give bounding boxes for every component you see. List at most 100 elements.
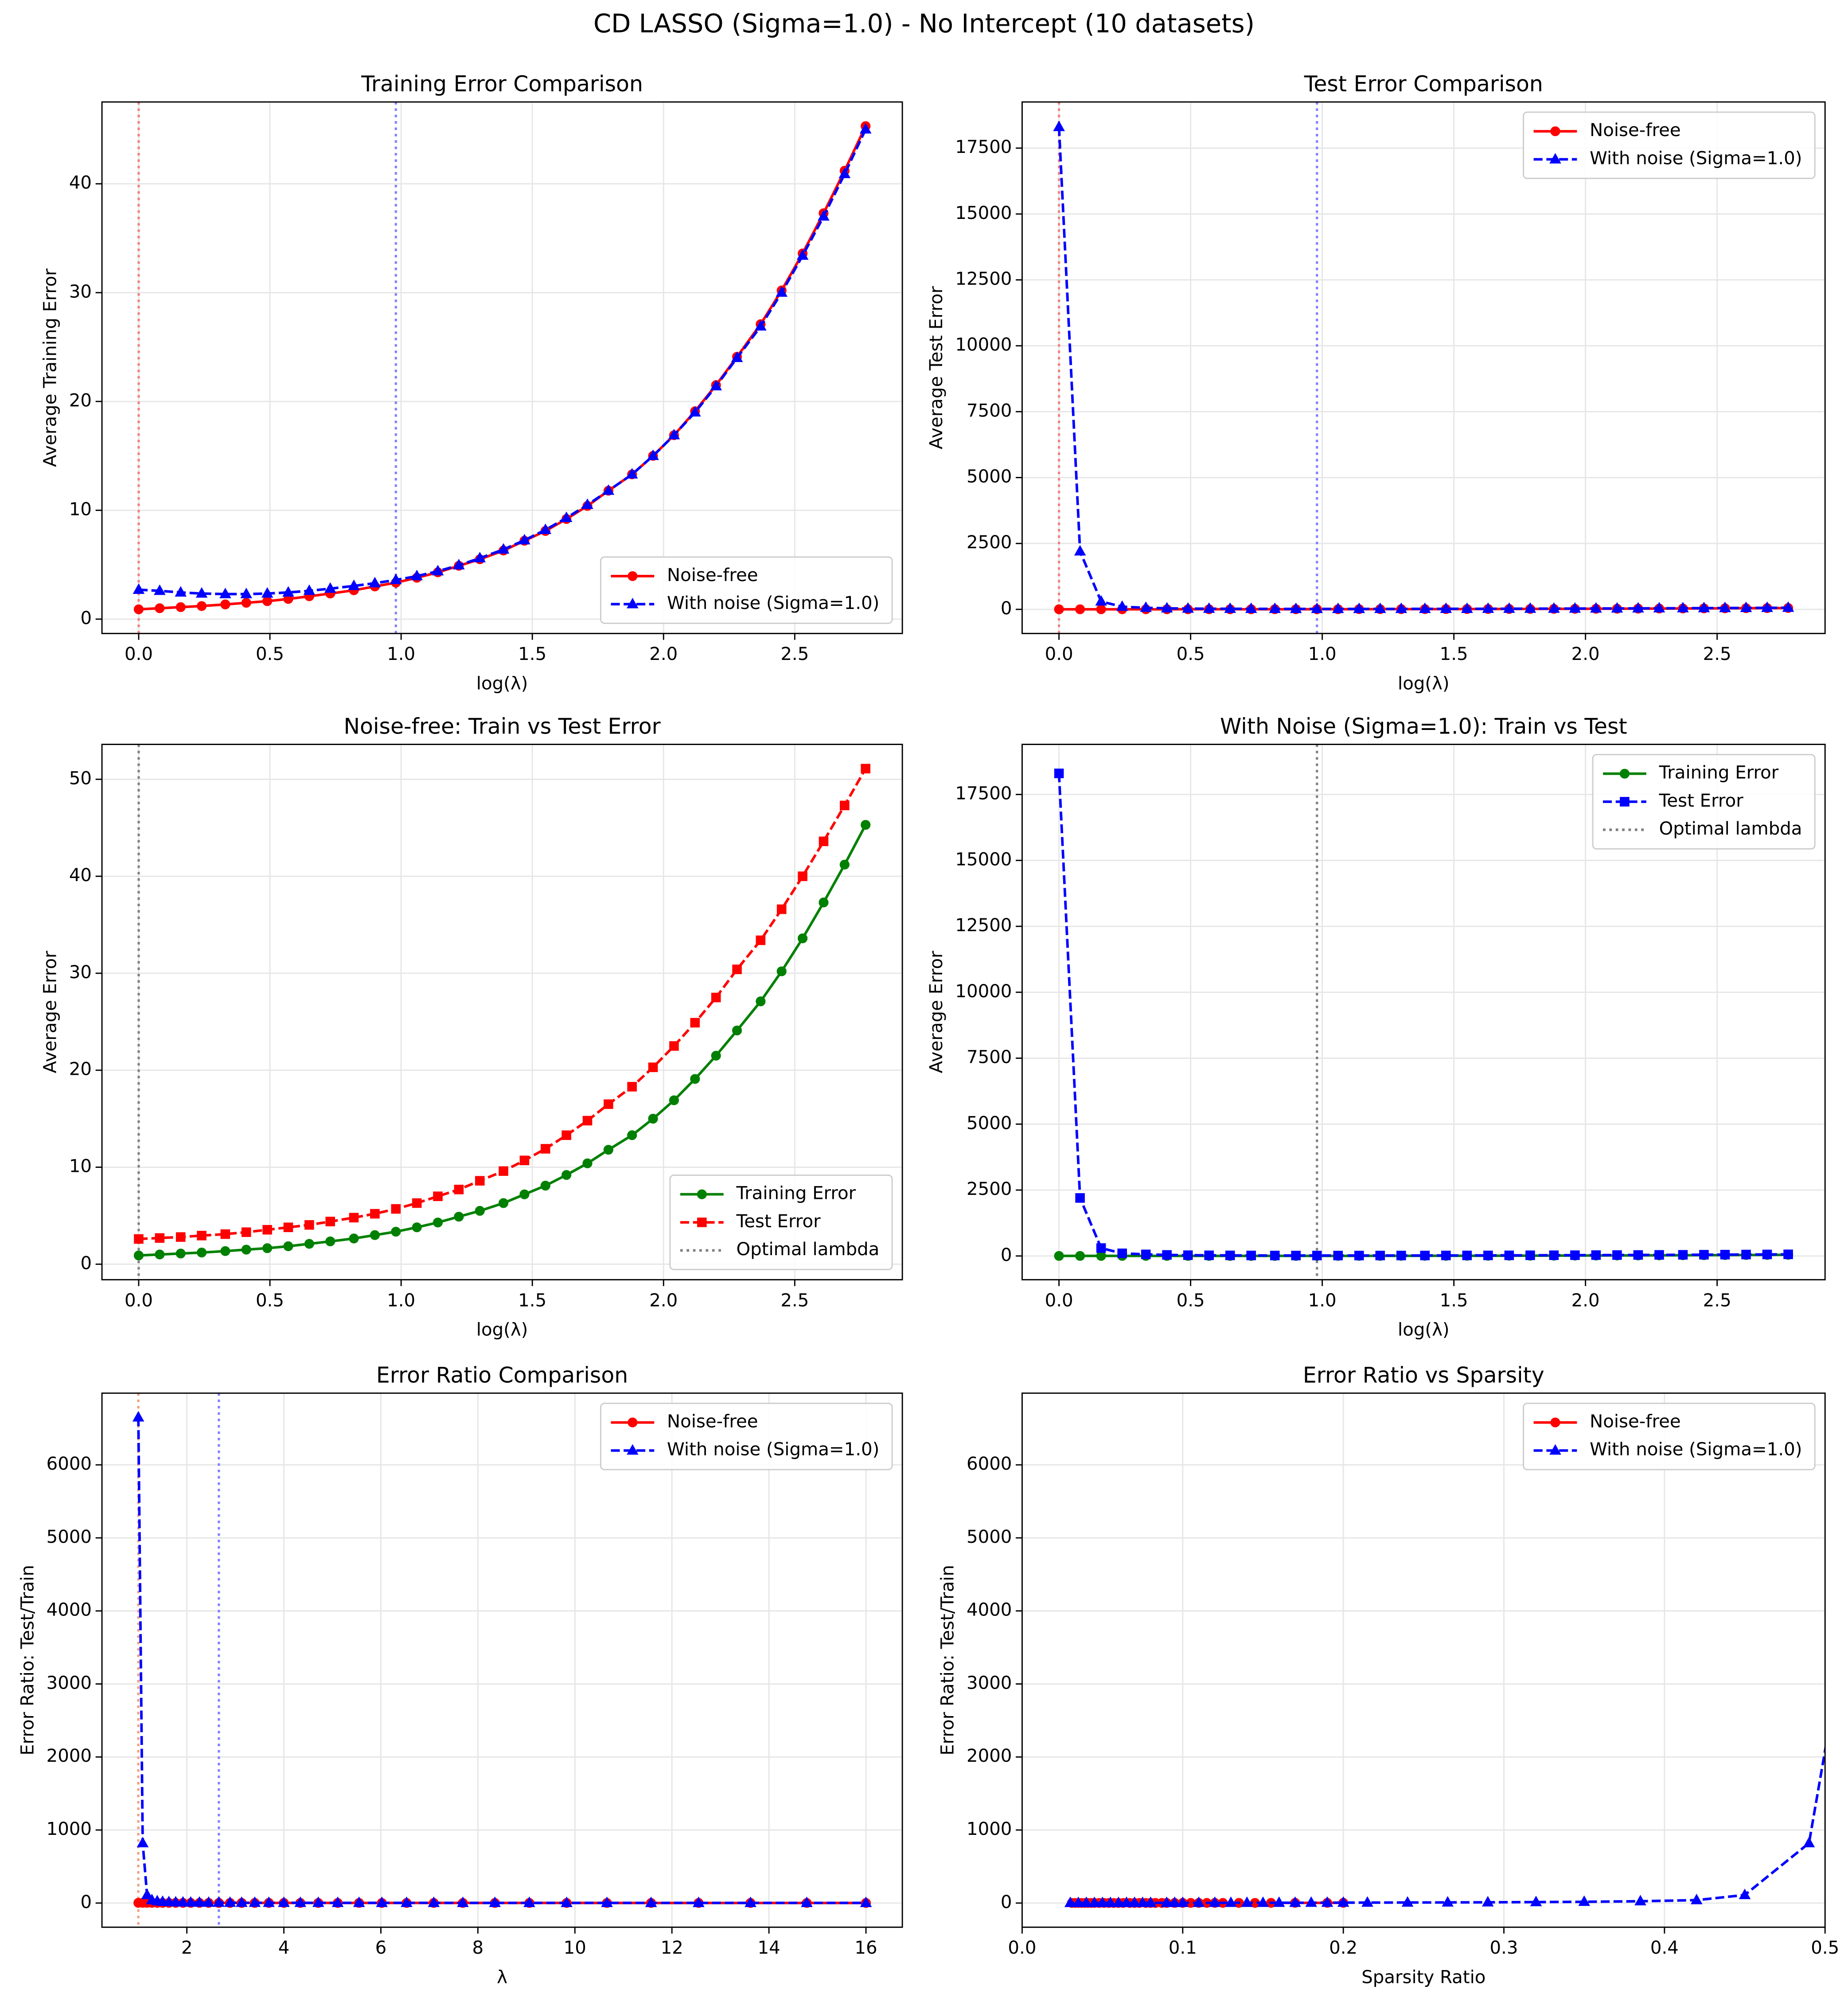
marker xyxy=(1375,1250,1385,1260)
y-tick-label: 10000 xyxy=(955,981,1012,1002)
marker xyxy=(1691,1893,1703,1904)
marker xyxy=(1549,153,1561,164)
marker xyxy=(325,1236,335,1247)
marker xyxy=(1162,1250,1172,1260)
legend-box xyxy=(600,1402,893,1471)
marker xyxy=(1578,1895,1591,1906)
marker xyxy=(1440,602,1452,613)
x-tick-label: 0.4 xyxy=(1650,1938,1679,1958)
plot-area xyxy=(1053,102,1794,634)
x-tick-label: 0.0 xyxy=(125,1290,153,1311)
y-tick-label: 20 xyxy=(69,390,92,411)
marker xyxy=(1739,1889,1751,1899)
marker xyxy=(645,1896,657,1907)
marker xyxy=(1321,1896,1333,1907)
axes-frame xyxy=(101,744,903,1280)
marker xyxy=(1524,602,1536,613)
marker xyxy=(801,1896,813,1907)
marker xyxy=(1719,601,1731,613)
marker xyxy=(219,588,231,598)
y-tick-label: 10 xyxy=(69,499,92,519)
marker xyxy=(1550,126,1560,137)
marker xyxy=(353,1896,365,1907)
x-tick-label: 0.0 xyxy=(1045,1290,1073,1311)
x-tick-label: 0.0 xyxy=(125,644,153,664)
x-axis-label: log(λ) xyxy=(1398,673,1450,694)
marker xyxy=(1140,601,1152,612)
legend: Training Error Test Error Optimal lambda xyxy=(669,1175,893,1270)
marker xyxy=(1548,602,1560,613)
marker xyxy=(1699,1250,1709,1260)
x-tick-label: 2.0 xyxy=(649,644,678,664)
marker xyxy=(474,551,486,562)
y-tick-label: 12500 xyxy=(955,269,1012,289)
marker xyxy=(582,1158,593,1168)
chart-title: Training Error Comparison xyxy=(361,71,643,97)
marker xyxy=(324,582,336,593)
marker xyxy=(220,1246,230,1256)
y-tick-label: 6000 xyxy=(967,1454,1012,1474)
marker xyxy=(1169,1896,1181,1907)
y-tick-label: 5000 xyxy=(47,1527,92,1547)
axes-frame xyxy=(1021,1392,1826,1928)
y-tick-label: 10000 xyxy=(955,335,1012,355)
legend-label: Noise-free xyxy=(667,1411,758,1432)
legend-label: Noise-free xyxy=(1590,1411,1681,1432)
x-tick-label: 16 xyxy=(854,1938,877,1958)
marker xyxy=(177,1896,189,1907)
y-tick-label: 50 xyxy=(69,768,92,788)
y-tick-label: 17500 xyxy=(955,137,1012,157)
marker xyxy=(798,933,808,944)
marker xyxy=(1441,1250,1451,1260)
plot-area xyxy=(133,744,871,1280)
marker xyxy=(1183,1250,1193,1260)
marker xyxy=(603,1145,613,1155)
x-tick-label: 0.5 xyxy=(1811,1938,1839,1958)
marker xyxy=(1620,797,1630,807)
marker xyxy=(1698,601,1710,613)
marker xyxy=(1361,1896,1373,1907)
marker xyxy=(818,210,830,221)
marker xyxy=(1128,1896,1141,1907)
y-tick-label: 30 xyxy=(69,962,92,983)
y-tick-label: 30 xyxy=(69,281,92,302)
marker xyxy=(1075,1251,1085,1261)
marker xyxy=(796,249,809,260)
marker xyxy=(1269,602,1281,613)
marker xyxy=(1096,604,1106,614)
marker xyxy=(497,543,510,554)
marker xyxy=(1570,1250,1580,1260)
legend: Noise-free With noise (Sigma=1.0) xyxy=(600,556,893,624)
x-axis-label: log(λ) xyxy=(476,673,528,694)
marker xyxy=(241,1245,251,1255)
legend-box xyxy=(600,556,893,624)
x-axis-label: log(λ) xyxy=(1398,1319,1450,1340)
marker xyxy=(647,449,659,460)
legend: Noise-free With noise (Sigma=1.0) xyxy=(1523,111,1816,179)
marker xyxy=(197,1231,207,1241)
marker xyxy=(1104,1896,1117,1907)
marker xyxy=(1225,1896,1237,1907)
y-tick-label: 20 xyxy=(69,1059,92,1080)
marker xyxy=(499,1166,508,1176)
x-tick-label: 2.0 xyxy=(1571,644,1600,664)
plot-area xyxy=(1064,1743,1825,1908)
x-tick-label: 2.5 xyxy=(1703,644,1731,664)
x-tick-label: 1.5 xyxy=(518,644,546,664)
marker xyxy=(668,429,680,440)
legend-label: Optimal lambda xyxy=(1659,819,1802,839)
marker xyxy=(1245,602,1257,613)
marker xyxy=(185,1896,197,1907)
marker xyxy=(627,1082,637,1092)
marker xyxy=(1177,1896,1189,1907)
marker xyxy=(349,1233,359,1244)
x-tick-label: 1.5 xyxy=(1440,1290,1468,1311)
y-tick-label: 7500 xyxy=(967,1047,1012,1068)
x-axis-label: λ xyxy=(497,1967,507,1987)
marker xyxy=(860,1896,872,1907)
marker xyxy=(1525,1250,1535,1260)
axes-frame xyxy=(101,1392,903,1928)
marker xyxy=(561,1130,571,1140)
marker xyxy=(560,511,573,522)
chart-title: Error Ratio vs Sparsity xyxy=(1303,1362,1544,1388)
